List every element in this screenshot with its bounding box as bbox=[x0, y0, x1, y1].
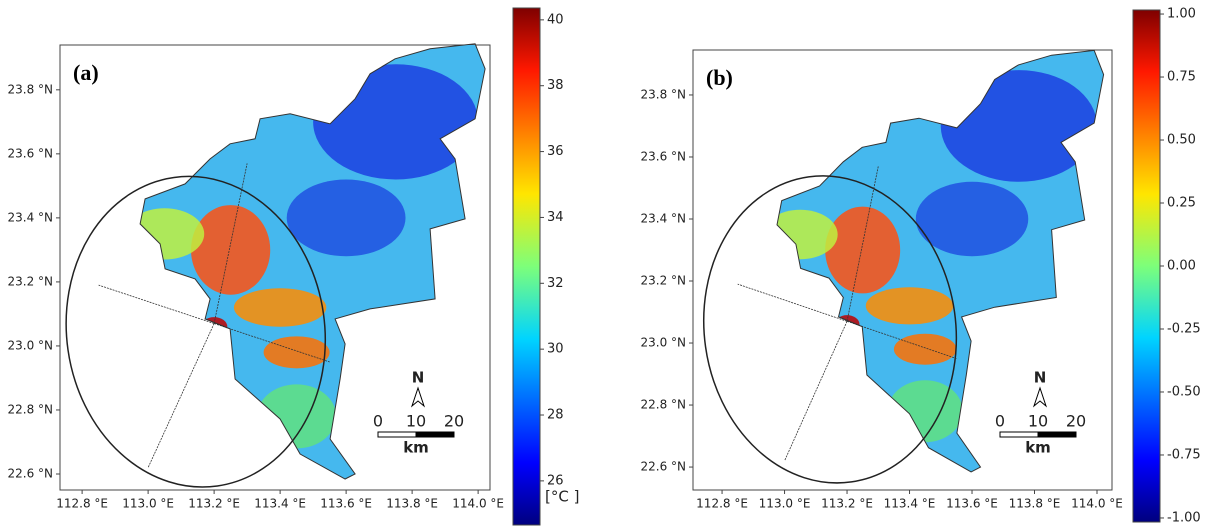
scale-label: 0 bbox=[995, 412, 1005, 431]
colorbar-tick-label: 36 bbox=[547, 144, 564, 159]
x-tick-label: 114.0 °E bbox=[1071, 497, 1123, 511]
colorbar bbox=[1132, 9, 1161, 523]
x-tick-label: 113.8 °E bbox=[1009, 497, 1061, 511]
raster-patch bbox=[893, 333, 957, 365]
sector-line bbox=[213, 323, 330, 363]
region-outline bbox=[139, 43, 486, 480]
x-tick-label: 113.4 °E bbox=[884, 497, 936, 511]
y-tick-label: 23.2 °N bbox=[7, 274, 53, 288]
colorbar-unit: [°C ] bbox=[545, 488, 579, 506]
raster-patch bbox=[777, 209, 838, 260]
x-tick-label: 113.6 °E bbox=[320, 497, 372, 511]
north-arrow bbox=[1032, 386, 1048, 408]
sector-line bbox=[846, 166, 879, 322]
colorbar-tick-label: 40 bbox=[547, 12, 564, 27]
scale-bar-white bbox=[999, 431, 1039, 438]
raster-patch bbox=[915, 181, 1029, 257]
raster-patch bbox=[887, 380, 963, 443]
buffer-ellipse bbox=[702, 175, 958, 484]
colorbar-tick-label: -0.50 bbox=[1167, 384, 1201, 399]
sector-line bbox=[784, 321, 848, 462]
x-tick-label: 113.6 °E bbox=[946, 497, 998, 511]
y-tick-label: 22.8 °N bbox=[640, 398, 686, 412]
plot-frame bbox=[59, 44, 491, 491]
raster-patch bbox=[940, 70, 1098, 182]
y-tick-label: 22.8 °N bbox=[7, 402, 53, 416]
raster-patch bbox=[257, 384, 337, 449]
map-panel: (b) 112.8 °E 113.0 °E 113.2 °E 113.4 °E 113.6… bbox=[640, 7, 1200, 526]
scale-unit: km bbox=[403, 439, 429, 457]
x-tick-label: 113.0 °E bbox=[759, 497, 811, 511]
north-label: N bbox=[412, 369, 425, 387]
colorbar-tick-label: 0.75 bbox=[1167, 70, 1196, 85]
raster-patch bbox=[313, 64, 479, 180]
colorbar-tick-label: 0.25 bbox=[1167, 196, 1196, 211]
raster-patch bbox=[140, 208, 205, 260]
scale-label: 20 bbox=[444, 412, 464, 431]
raster-patch bbox=[191, 205, 271, 295]
sector-line bbox=[98, 284, 215, 324]
scale-label: 10 bbox=[406, 412, 426, 431]
y-tick-label: 23.0 °N bbox=[7, 338, 53, 352]
x-tick-label: 112.8 °E bbox=[696, 497, 748, 511]
scale-bar-black bbox=[415, 431, 455, 438]
map-panel: (a) 112.8 °E 113.0 °E 113.2 °E 113.4 °E 113.6… bbox=[7, 7, 579, 526]
raster-patch bbox=[263, 336, 330, 369]
north-label: N bbox=[1034, 369, 1047, 387]
scale-bar-white bbox=[377, 431, 417, 438]
y-tick-label: 23.6 °N bbox=[640, 149, 686, 163]
north-arrow bbox=[410, 386, 426, 408]
x-tick-label: 113.2 °E bbox=[821, 497, 873, 511]
colorbar-tick-label: 28 bbox=[547, 408, 564, 423]
y-tick-label: 23.2 °N bbox=[640, 274, 686, 288]
x-tick-label: 113.0 °E bbox=[122, 497, 174, 511]
x-tick-label: 112.8 °E bbox=[56, 497, 108, 511]
x-tick-label: 114.0 °E bbox=[452, 497, 504, 511]
panel-label: (b) bbox=[706, 65, 733, 90]
y-tick-label: 22.6 °N bbox=[7, 466, 53, 480]
colorbar-tick-label: -0.75 bbox=[1167, 447, 1201, 462]
raster-patch bbox=[233, 288, 327, 327]
sector-line bbox=[737, 283, 848, 322]
sector-line bbox=[213, 163, 248, 324]
y-tick-label: 22.6 °N bbox=[640, 460, 686, 474]
y-tick-label: 23.8 °N bbox=[640, 87, 686, 101]
scale-bar-black bbox=[1037, 431, 1077, 438]
colorbar-tick-label: 0.50 bbox=[1167, 133, 1196, 148]
colorbar bbox=[512, 7, 541, 526]
colorbar-tick-label: -0.25 bbox=[1167, 321, 1201, 336]
y-tick-label: 23.4 °N bbox=[640, 211, 686, 225]
panel-label: (a) bbox=[73, 60, 99, 85]
y-tick-label: 23.8 °N bbox=[7, 82, 53, 96]
colorbar-tick-label: 32 bbox=[547, 276, 564, 291]
colorbar-tick-label: 1.00 bbox=[1167, 7, 1196, 22]
colorbar-tick-label: 30 bbox=[547, 342, 564, 357]
colorbar-tick-label: 34 bbox=[547, 210, 564, 225]
colorbar-tick-label: 0.00 bbox=[1167, 259, 1196, 274]
raster-patch bbox=[865, 287, 954, 325]
colorbar-tick-label: -1.00 bbox=[1167, 510, 1201, 525]
colorbar-tick-label: 26 bbox=[547, 473, 564, 488]
raster-patch bbox=[825, 206, 901, 294]
scale-label: 0 bbox=[373, 412, 383, 431]
y-tick-label: 23.0 °N bbox=[640, 336, 686, 350]
plot-frame bbox=[692, 49, 1113, 491]
colorbar-tick-label: 38 bbox=[547, 78, 564, 93]
y-tick-label: 23.4 °N bbox=[7, 210, 53, 224]
scale-label: 10 bbox=[1028, 412, 1048, 431]
x-tick-label: 113.4 °E bbox=[254, 497, 306, 511]
scale-label: 20 bbox=[1066, 412, 1086, 431]
raster-patch bbox=[286, 179, 406, 257]
sector-line bbox=[147, 323, 215, 468]
x-tick-label: 113.2 °E bbox=[188, 497, 240, 511]
scale-unit: km bbox=[1025, 439, 1051, 457]
x-tick-label: 113.8 °E bbox=[386, 497, 438, 511]
buffer-ellipse bbox=[65, 175, 327, 488]
sector-line bbox=[846, 320, 957, 359]
raster bbox=[777, 50, 1104, 472]
y-tick-label: 23.6 °N bbox=[7, 146, 53, 160]
region-outline bbox=[776, 49, 1105, 473]
